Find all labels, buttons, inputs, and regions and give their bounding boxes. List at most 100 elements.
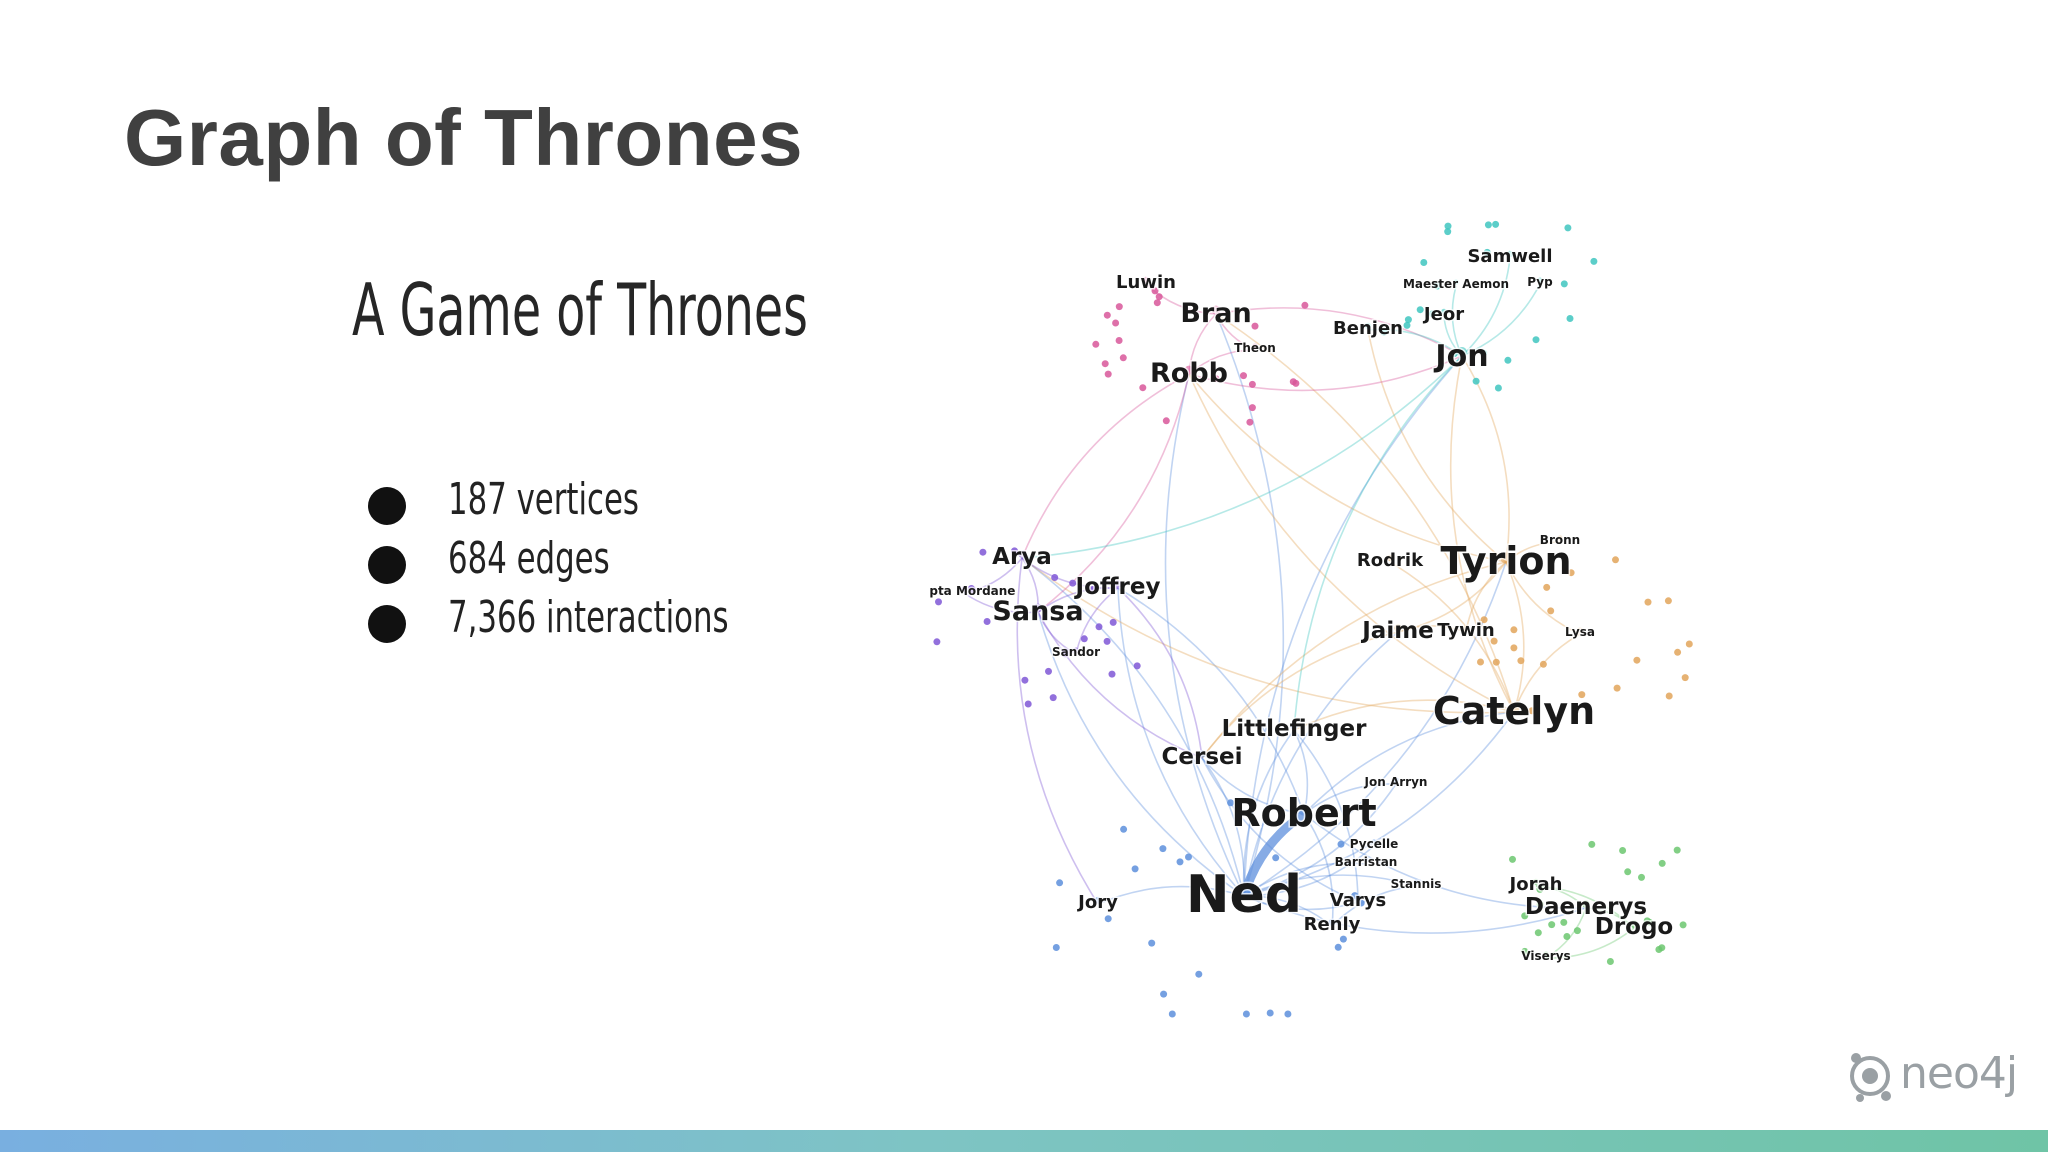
graph-node [1508, 702, 1520, 714]
graph-node-label: Jeor [1422, 304, 1464, 325]
graph-minor-node [1567, 569, 1575, 577]
graph-edge [1513, 633, 1581, 713]
graph-edge [1535, 885, 1635, 929]
graph-node [1033, 603, 1043, 613]
graph-minor-node [1578, 691, 1586, 699]
graph-minor-node [983, 618, 991, 625]
graph-edge [1016, 557, 1099, 905]
graph-minor-node [1284, 1010, 1292, 1018]
graph-edge [1037, 611, 1245, 897]
graph-node-label: Barristan [1335, 855, 1398, 869]
graph-node-label: Tyrion [1440, 539, 1571, 583]
graph-minor-node [1679, 921, 1687, 929]
graph-minor-node [1560, 280, 1568, 288]
graph-minor-node [1619, 847, 1627, 854]
graph-minor-node [1227, 799, 1235, 807]
graph-minor-node [1248, 380, 1256, 388]
graph-edge [1117, 587, 1203, 759]
graph-edge [1303, 783, 1397, 815]
graph-minor-node [1566, 315, 1574, 322]
graph-minor-node [1045, 667, 1052, 675]
graph-node-label: Sansa [992, 596, 1083, 627]
graph-edge [1303, 711, 1515, 815]
graph-edge [1117, 587, 1305, 815]
graph-minor-node [1510, 644, 1518, 652]
graph-minor-node [1052, 944, 1060, 951]
graph-minor-node [1139, 384, 1147, 392]
graph-node [1094, 896, 1102, 904]
graph-edge [1097, 885, 1245, 905]
graph-node-label: Varys [1330, 890, 1386, 911]
graph-minor-node [967, 585, 975, 592]
graph-minor-node [1536, 885, 1544, 893]
graph-node [1577, 627, 1583, 633]
graph-edge [1188, 373, 1515, 713]
graph-minor-node [1104, 370, 1112, 378]
graph-node-label: Jon [1433, 339, 1488, 374]
graph-node [1298, 804, 1310, 816]
graph-node [1413, 879, 1419, 885]
graph-minor-node [1612, 556, 1619, 564]
graph-minor-node [1112, 319, 1120, 327]
graph-minor-node [1195, 970, 1203, 978]
graph-minor-node [1051, 574, 1059, 581]
graph-node-label: Daenerys [1525, 894, 1647, 920]
graph-node-label: Pycelle [1350, 837, 1398, 851]
graph-node-label: Bran [1180, 298, 1251, 329]
graph-minor-node [1092, 340, 1100, 348]
graph-node-label: Catelyn [1433, 689, 1595, 733]
graph-edge [1397, 625, 1467, 633]
graph-node-label: Lysa [1565, 625, 1595, 639]
graph-minor-node [1490, 637, 1498, 645]
graph-edge [1188, 355, 1463, 392]
graph-minor-node [1420, 259, 1428, 266]
graph-node-label: Tywin [1437, 620, 1495, 641]
graph-node [1184, 365, 1194, 375]
graph-edge [1021, 557, 1245, 897]
graph-minor-node [1681, 674, 1689, 682]
graph-edge [1461, 283, 1541, 357]
graph-minor-node [1472, 377, 1480, 385]
graph-edge [1075, 587, 1119, 655]
graph-node-label: Jon Arryn [1364, 775, 1428, 789]
graph-edge [1303, 813, 1587, 909]
bullet-icon [368, 605, 406, 643]
graph-minor-node [1109, 618, 1117, 626]
graph-minor-node [1563, 933, 1571, 940]
graph-minor-node [1115, 337, 1123, 344]
graph-node [1506, 250, 1514, 258]
graph-node-label: Ned [1186, 865, 1302, 925]
graph-minor-node [1248, 404, 1256, 412]
graph-edge [1367, 329, 1507, 563]
graph-node [1211, 305, 1221, 315]
graph-minor-node [1444, 228, 1452, 236]
graph-minor-node [1477, 658, 1484, 666]
graph-minor-node [1246, 418, 1254, 426]
graph-minor-node [1119, 354, 1127, 362]
graph-node-label: Robert [1231, 791, 1376, 835]
slide-title: Graph of Thrones [124, 93, 804, 182]
graph-minor-node [1266, 1009, 1274, 1017]
graph-edge [1397, 561, 1507, 633]
graph-edge [1243, 631, 1399, 897]
graph-node [1364, 322, 1372, 330]
graph-node [1354, 894, 1362, 902]
graph-minor-node [1160, 990, 1168, 998]
graph-minor-node [1444, 222, 1452, 230]
graph-minor-node [1492, 658, 1500, 666]
graph-edge [1505, 561, 1581, 635]
graph-node-label: Septa Mordane [930, 584, 1015, 598]
graph-minor-node [1108, 670, 1116, 678]
graph-minor-node [1613, 684, 1621, 692]
graph-minor-node [1543, 583, 1551, 591]
graph-node [961, 586, 967, 592]
graph-node [1537, 277, 1543, 283]
graph-minor-node [1272, 854, 1280, 862]
graph-edge [1215, 307, 1463, 357]
graph-minor-node [1404, 316, 1412, 324]
graph-edge [1188, 373, 1507, 563]
graph-node [1371, 839, 1377, 845]
graph-minor-node [1024, 700, 1032, 708]
graph-minor-node [1528, 707, 1536, 715]
graph-edge [1164, 373, 1245, 897]
